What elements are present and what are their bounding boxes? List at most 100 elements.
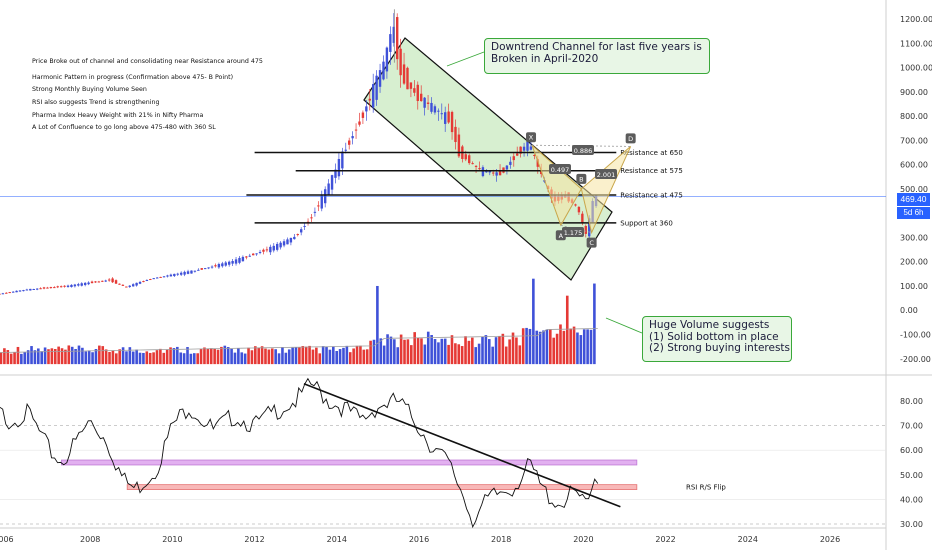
candle-body xyxy=(221,263,224,267)
x-tick-label: 2018 xyxy=(491,535,511,544)
candle-body xyxy=(87,282,90,285)
harmonic-ratio-badge xyxy=(562,227,584,237)
candle-body xyxy=(447,111,450,123)
note-line-2: Harmonic Pattern in progress (Confirmati… xyxy=(32,74,234,81)
candle-body xyxy=(334,169,337,178)
y-tick-label: 900.00 xyxy=(900,88,928,97)
level-label: Resistance at 475 xyxy=(620,191,683,199)
candle-body xyxy=(498,170,502,176)
harmonic-ac-line xyxy=(560,224,592,233)
candle-body xyxy=(121,284,125,286)
volume-bar xyxy=(264,348,267,365)
volume-bar xyxy=(135,349,138,365)
volume-bar xyxy=(576,332,579,365)
x-tick-label: 2010 xyxy=(162,535,182,544)
volume-bar xyxy=(192,353,196,365)
candle-body xyxy=(351,136,354,139)
candle-body xyxy=(433,106,437,113)
candle-body xyxy=(395,17,399,60)
candle-body xyxy=(426,102,430,104)
level-label: Support at 360 xyxy=(620,219,673,227)
y-tick-label: -200.00 xyxy=(900,355,931,364)
candle-body xyxy=(97,281,101,283)
volume-bar xyxy=(220,346,223,365)
candle-body xyxy=(255,253,258,255)
y-tick-label: 800.00 xyxy=(900,112,928,121)
y-tick-label: 300.00 xyxy=(900,233,928,242)
candle-body xyxy=(1,293,5,295)
candle-body xyxy=(49,287,53,289)
volume-bar xyxy=(267,349,271,365)
volume-bar xyxy=(342,347,345,365)
candle-body xyxy=(399,48,402,76)
candle-body xyxy=(25,289,29,291)
volume-callout[interactable]: Huge Volume suggests (1) Solid bottom in… xyxy=(642,316,792,362)
harmonic-point-badge xyxy=(576,173,587,184)
harmonic-ratio-label: 0.497 xyxy=(551,166,570,174)
harmonic-point-label: X xyxy=(529,134,534,142)
volume-bar xyxy=(101,346,105,365)
candle-body xyxy=(162,276,166,278)
volume-bar xyxy=(104,349,108,365)
candle-body xyxy=(94,281,97,283)
volume-bar xyxy=(569,328,572,365)
y-tick-label: 600.00 xyxy=(900,161,928,170)
harmonic-point-label: B xyxy=(579,175,583,183)
candle-body xyxy=(118,283,121,285)
volume-bar xyxy=(332,346,335,365)
candle-body xyxy=(272,245,275,251)
candle-body xyxy=(142,281,145,283)
candle-body xyxy=(107,279,111,281)
candle-body xyxy=(358,121,361,125)
candle-body xyxy=(382,61,385,80)
candle-body xyxy=(210,266,214,268)
downtrend-channel xyxy=(363,37,613,281)
volume-bar xyxy=(559,324,562,365)
candle-body xyxy=(42,287,46,289)
volume-bar xyxy=(43,347,47,365)
candle-body xyxy=(183,271,186,275)
volume-bar xyxy=(50,348,54,365)
rsi-y-tick-label: 60.00 xyxy=(900,446,923,455)
volume-callout-connector xyxy=(605,317,643,334)
volume-bar xyxy=(60,348,64,365)
candle-body xyxy=(5,292,8,294)
volume-bar xyxy=(555,333,559,365)
volume-bar xyxy=(223,345,227,365)
volume-bar xyxy=(155,350,159,365)
candle-body xyxy=(251,253,255,256)
harmonic-ratio-badge xyxy=(572,145,594,155)
volume-bar xyxy=(474,347,478,365)
volume-bar xyxy=(138,352,142,365)
volume-bar xyxy=(118,349,121,365)
volume-bar xyxy=(148,352,152,365)
volume-bar xyxy=(74,349,77,365)
candle-body xyxy=(519,146,522,154)
volume-bar xyxy=(484,335,488,365)
candle-body xyxy=(413,88,416,93)
candle-body xyxy=(409,82,413,89)
volume-bar xyxy=(457,344,461,365)
candle-body xyxy=(389,34,392,52)
channel-callout-connector xyxy=(446,51,485,67)
candle-body xyxy=(361,112,365,118)
volume-bar xyxy=(372,339,376,365)
channel-callout[interactable]: Downtrend Channel for last five years is… xyxy=(484,38,710,74)
candle-body xyxy=(176,273,179,275)
note-line-4: RSI also suggests Trend is strengthening xyxy=(32,99,160,106)
volume-bar xyxy=(186,347,189,365)
support-resistance-levels: Resistance at 650 Resistance at 575 Resist… xyxy=(246,149,683,227)
volume-bar xyxy=(593,283,596,365)
price-candles xyxy=(0,9,886,295)
volume-bar xyxy=(159,348,162,365)
volume-bar xyxy=(565,295,569,365)
volume-bar xyxy=(420,338,423,365)
candle-body xyxy=(320,195,323,209)
candle-body xyxy=(440,113,443,115)
volume-bar xyxy=(53,348,57,365)
candle-body xyxy=(481,167,485,177)
candle-body xyxy=(56,286,59,288)
y-tick-label: 1100.00 xyxy=(900,39,932,48)
volume-bar xyxy=(9,353,13,365)
